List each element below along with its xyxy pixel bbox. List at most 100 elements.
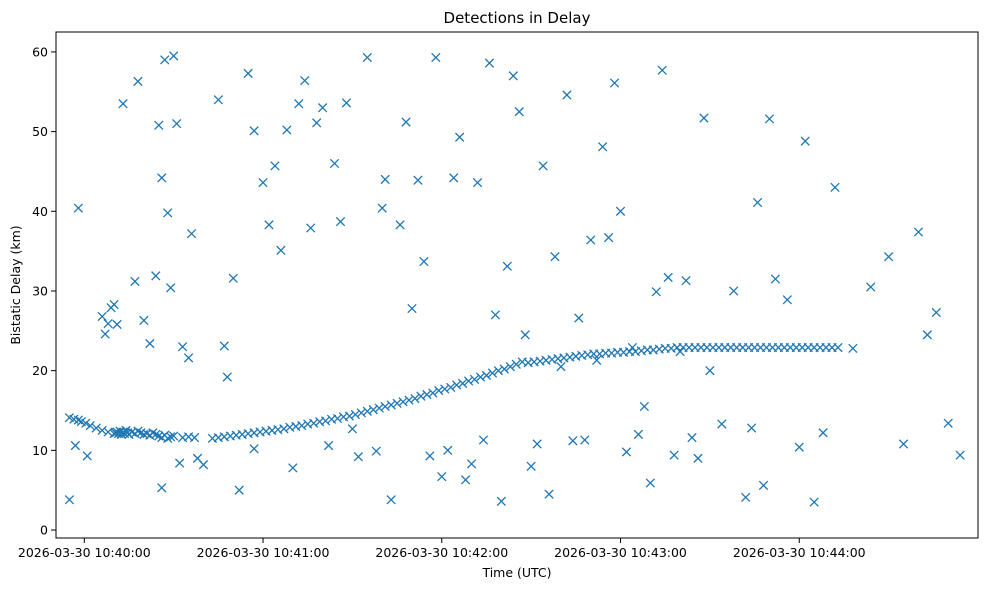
data-point-marker — [419, 256, 429, 267]
marker-stroke — [422, 389, 432, 400]
data-point-marker — [681, 275, 691, 286]
data-point-marker — [228, 273, 238, 283]
x-axis-label: Time (UTC) — [481, 565, 551, 580]
data-point-marker — [568, 436, 578, 446]
data-point-marker — [883, 252, 894, 262]
marker-stroke — [303, 419, 313, 429]
marker-stroke — [466, 459, 477, 469]
marker-stroke — [249, 428, 259, 438]
marker-stroke — [478, 435, 489, 445]
marker-stroke — [219, 341, 229, 351]
data-point-marker — [633, 429, 644, 440]
marker-stroke — [565, 352, 575, 362]
data-point-marker — [249, 444, 259, 454]
marker-stroke — [73, 203, 84, 213]
marker-stroke — [505, 362, 515, 372]
marker-stroke — [922, 330, 933, 340]
data-point-marker — [163, 433, 173, 444]
marker-stroke — [231, 430, 241, 440]
data-point-marker — [404, 395, 414, 405]
marker-stroke — [502, 261, 512, 271]
marker-stroke — [544, 489, 554, 499]
data-point-marker — [508, 71, 518, 81]
x-tick-label: 2026-03-30 10:41:00 — [197, 545, 330, 560]
marker-stroke — [118, 99, 128, 109]
data-point-marker — [166, 432, 176, 442]
marker-stroke — [64, 495, 75, 505]
marker-stroke — [449, 173, 459, 183]
marker-stroke — [532, 439, 542, 449]
marker-stroke — [606, 348, 617, 358]
marker-stroke — [883, 252, 894, 262]
data-point-marker — [323, 440, 334, 451]
marker-stroke — [595, 349, 605, 359]
data-point-marker — [350, 409, 361, 420]
data-point-marker — [955, 450, 965, 460]
marker-stroke — [130, 276, 140, 287]
data-point-marker — [818, 428, 828, 438]
marker-stroke — [228, 273, 238, 283]
marker-stroke — [809, 497, 819, 507]
data-point-marker — [91, 423, 101, 433]
marker-stroke — [323, 440, 334, 451]
marker-stroke — [550, 252, 560, 262]
data-point-marker — [544, 489, 554, 499]
data-point-marker — [100, 329, 110, 339]
marker-stroke — [943, 418, 953, 428]
data-point-marker — [148, 428, 158, 438]
data-point-marker — [362, 52, 372, 63]
data-point-marker — [169, 431, 179, 441]
marker-stroke — [511, 359, 521, 369]
marker-stroke — [335, 216, 346, 227]
marker-stroke — [413, 175, 423, 185]
marker-stroke — [538, 161, 548, 171]
data-point-marker — [520, 330, 530, 340]
data-point-marker — [514, 107, 524, 117]
marker-stroke — [648, 345, 658, 355]
marker-stroke — [380, 401, 390, 412]
marker-stroke — [508, 71, 518, 81]
plot-frame — [55, 31, 979, 539]
y-axis-label: Bistatic Delay (km) — [8, 225, 23, 344]
data-point-marker — [597, 142, 608, 152]
data-point-marker — [300, 75, 310, 86]
data-point-marker — [475, 372, 486, 382]
data-point-marker — [898, 439, 909, 449]
data-point-marker — [770, 274, 781, 284]
marker-stroke — [443, 445, 453, 456]
marker-stroke — [374, 403, 384, 413]
data-point-marker — [344, 411, 355, 421]
data-point-marker — [592, 355, 602, 365]
marker-stroke — [294, 99, 304, 109]
data-point-marker — [416, 391, 426, 401]
marker-stroke — [490, 310, 501, 320]
chart-title: Detections in Delay — [444, 9, 591, 27]
data-point-marker — [103, 318, 113, 329]
data-point-marker — [428, 388, 438, 398]
data-point-marker — [758, 480, 769, 491]
marker-stroke — [332, 413, 343, 424]
data-point-marker — [118, 99, 128, 109]
marker-stroke — [151, 429, 161, 440]
marker-stroke — [535, 356, 545, 366]
data-point-marker — [615, 206, 626, 216]
data-point-marker — [460, 475, 471, 485]
data-point-marker — [580, 435, 590, 445]
marker-stroke — [103, 427, 113, 437]
data-point-marker — [306, 223, 316, 233]
data-point-marker — [687, 432, 697, 443]
data-point-marker — [380, 174, 390, 185]
marker-stroke — [553, 354, 563, 364]
data-point-marker — [130, 276, 140, 287]
marker-stroke — [142, 428, 152, 439]
marker-stroke — [163, 433, 173, 444]
marker-stroke — [317, 103, 328, 113]
marker-stroke — [97, 311, 107, 322]
marker-stroke — [577, 350, 587, 361]
marker-stroke — [320, 416, 331, 426]
marker-stroke — [913, 227, 924, 237]
marker-stroke — [127, 427, 137, 437]
data-point-marker — [81, 418, 91, 428]
marker-stroke — [818, 428, 828, 438]
marker-stroke — [666, 343, 676, 354]
